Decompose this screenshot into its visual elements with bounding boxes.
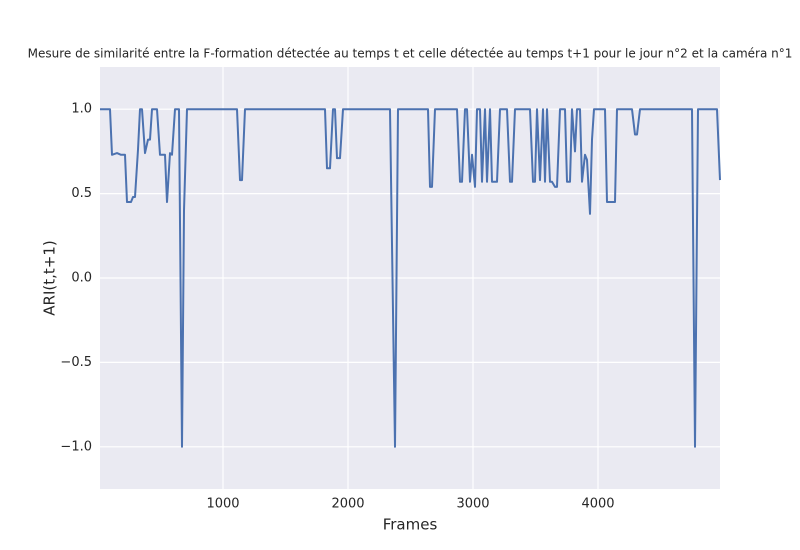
y-tick-label: 0.5	[71, 186, 92, 201]
x-tick-label: 1000	[206, 497, 239, 512]
y-tick-label: −1.0	[60, 439, 92, 454]
y-tick-label: 1.0	[71, 102, 92, 117]
x-tick-label: 2000	[331, 497, 364, 512]
x-tick-label: 4000	[581, 497, 614, 512]
chart-title: Mesure de similarité entre la F-formatio…	[28, 47, 793, 61]
y-tick-label: 0.0	[71, 271, 92, 286]
y-tick-label: −0.5	[60, 355, 92, 370]
data-line	[100, 108, 721, 448]
y-axis-label: ARI(t,t+1)	[41, 240, 59, 315]
x-tick-label: 3000	[456, 497, 489, 512]
x-axis-label: Frames	[383, 516, 438, 534]
